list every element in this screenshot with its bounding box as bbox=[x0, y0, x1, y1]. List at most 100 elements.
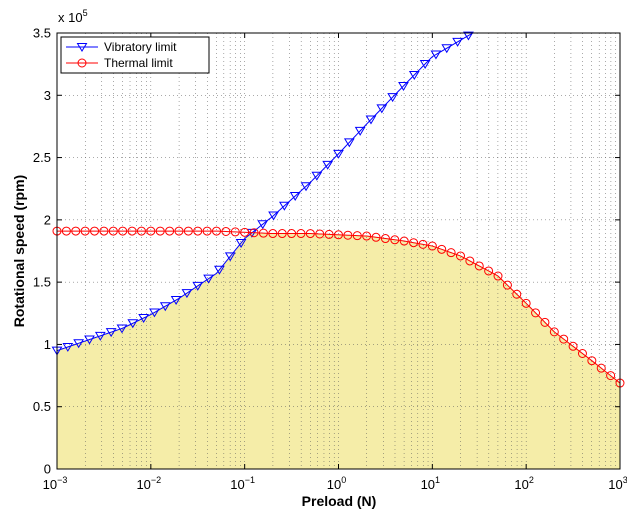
thermal-marker bbox=[427, 241, 437, 251]
thermal-marker bbox=[249, 228, 259, 238]
thermal-marker bbox=[212, 226, 222, 236]
vibratory-marker bbox=[333, 149, 344, 159]
thermal-marker bbox=[409, 238, 419, 248]
vibratory-marker bbox=[203, 274, 214, 284]
thermal-marker bbox=[352, 231, 362, 241]
thermal-marker bbox=[258, 228, 268, 238]
y-tick-label: 2 bbox=[44, 212, 51, 227]
vibratory-marker bbox=[398, 81, 409, 91]
tick-layer: 10−3 10−2 10−1 100 101 102 103 0 0.5 1 1.5 2 2.5 3 3.5 bbox=[33, 26, 627, 493]
vibratory-marker bbox=[452, 37, 463, 47]
vibratory-marker bbox=[138, 314, 149, 324]
vibratory-marker bbox=[365, 115, 377, 125]
thermal-marker bbox=[418, 239, 428, 249]
thermal-marker bbox=[493, 271, 503, 281]
thermal-line bbox=[57, 230, 621, 384]
vibratory-marker bbox=[181, 289, 193, 299]
thermal-marker bbox=[71, 226, 81, 236]
thermal-marker bbox=[455, 251, 465, 261]
vibratory-marker bbox=[116, 324, 128, 334]
thermal-marker bbox=[80, 226, 90, 236]
thermal-marker bbox=[174, 226, 184, 236]
thermal-marker bbox=[90, 226, 100, 236]
thermal-marker bbox=[99, 226, 109, 236]
thermal-marker bbox=[202, 226, 212, 236]
vibratory-marker bbox=[354, 126, 366, 136]
thermal-marker bbox=[296, 229, 306, 239]
vibratory-marker bbox=[214, 265, 225, 275]
thermal-marker bbox=[521, 298, 531, 308]
thermal-marker bbox=[380, 234, 390, 244]
thermal-marker bbox=[221, 226, 231, 236]
thermal-marker bbox=[437, 244, 447, 254]
vibratory-marker bbox=[257, 220, 269, 230]
vibratory-marker bbox=[343, 138, 355, 148]
thermal-marker bbox=[287, 229, 297, 239]
thermal-marker bbox=[559, 334, 569, 344]
y-tick-label: 0 bbox=[44, 462, 51, 477]
vibratory-marker bbox=[278, 201, 290, 211]
x-tick-label: 100 bbox=[327, 475, 346, 492]
thermal-marker bbox=[61, 226, 71, 236]
y-tick-label: 0.5 bbox=[33, 399, 51, 414]
thermal-marker bbox=[512, 289, 522, 299]
vibratory-marker bbox=[408, 70, 420, 80]
thermal-marker bbox=[343, 230, 353, 240]
y-multiplier: x 105 bbox=[58, 8, 88, 25]
grid-layer bbox=[57, 32, 620, 469]
vibratory-marker bbox=[94, 331, 106, 341]
x-tick-label: 10−2 bbox=[136, 475, 161, 492]
thermal-marker bbox=[484, 266, 494, 276]
vibratory-line bbox=[56, 32, 474, 352]
vibratory-marker bbox=[268, 211, 279, 221]
thermal-marker bbox=[540, 317, 550, 327]
vibratory-marker bbox=[192, 281, 204, 291]
thermal-marker bbox=[315, 229, 325, 239]
thermal-marker bbox=[193, 226, 203, 236]
thermal-marker bbox=[465, 256, 475, 266]
thermal-marker bbox=[240, 227, 250, 237]
x-tick-label: 102 bbox=[514, 475, 533, 492]
vibratory-marker bbox=[387, 93, 399, 103]
thermal-marker bbox=[324, 229, 334, 239]
thermal-marker bbox=[183, 226, 193, 236]
vibratory-marker bbox=[463, 31, 474, 41]
thermal-marker bbox=[136, 226, 146, 236]
vibratory-marker bbox=[73, 339, 85, 349]
x-tick-label: 101 bbox=[421, 475, 440, 492]
vibratory-marker bbox=[127, 319, 139, 329]
vibratory-marker bbox=[441, 44, 453, 54]
vibratory-marker bbox=[322, 160, 334, 170]
thermal-marker bbox=[146, 226, 156, 236]
vibratory-marker bbox=[224, 252, 236, 262]
vibratory-marker bbox=[235, 238, 247, 248]
fill-region bbox=[57, 232, 620, 469]
thermal-marker bbox=[399, 236, 409, 246]
x-tick-label: 103 bbox=[608, 475, 627, 492]
thermal-marker bbox=[568, 341, 578, 351]
vibratory-marker bbox=[170, 296, 182, 306]
thermal-marker bbox=[606, 371, 616, 381]
y-tick-label: 1.5 bbox=[33, 275, 51, 290]
thermal-marker bbox=[277, 229, 287, 239]
series-layer bbox=[51, 31, 625, 388]
thermal-marker bbox=[155, 226, 165, 236]
thermal-marker bbox=[127, 226, 137, 236]
vibratory-marker bbox=[300, 182, 312, 192]
thermal-marker bbox=[446, 248, 456, 258]
thermal-marker bbox=[165, 226, 175, 236]
vibratory-marker bbox=[62, 342, 74, 352]
vibratory-marker bbox=[289, 192, 301, 202]
vibratory-marker bbox=[430, 50, 442, 60]
x-tick-label: 10−3 bbox=[43, 475, 68, 492]
thermal-marker bbox=[108, 226, 118, 236]
thermal-marker bbox=[362, 231, 372, 241]
y-tick-label: 3 bbox=[44, 88, 51, 103]
thermal-marker bbox=[577, 348, 587, 358]
legend-marker-vibratory bbox=[76, 43, 88, 52]
thermal-marker bbox=[474, 261, 484, 271]
thermal-marker bbox=[502, 280, 512, 290]
vibratory-marker bbox=[419, 59, 431, 69]
vibratory-marker bbox=[84, 335, 95, 345]
legend-label-vibratory: Vibratory limit bbox=[104, 40, 177, 54]
